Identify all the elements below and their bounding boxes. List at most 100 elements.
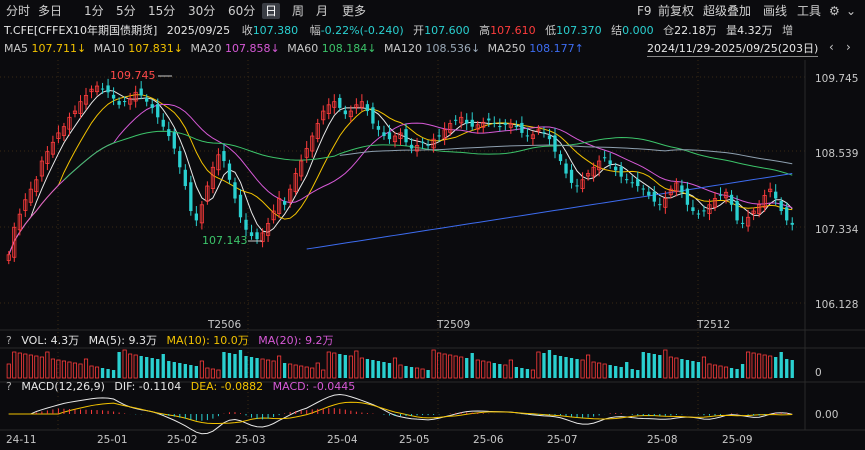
chevron-down-icon[interactable]: ⌄: [846, 4, 857, 18]
tab-intraday[interactable]: 分时: [6, 4, 31, 18]
macd-value: MACD: -0.0445: [272, 380, 356, 393]
volume-bar: [233, 354, 237, 378]
x-tick: 25-04: [327, 434, 358, 446]
volume-bar: [696, 362, 701, 378]
candle-body: [304, 148, 309, 158]
candle-body: [50, 141, 55, 155]
ma5-name: MA5: [4, 42, 29, 55]
x-tick: 25-08: [647, 434, 678, 446]
volume-bar: [205, 367, 210, 379]
candle-body: [718, 194, 723, 196]
settings-gear-icon[interactable]: ⚙: [829, 4, 840, 18]
tab-weekly[interactable]: 周: [292, 4, 305, 18]
candle-body: [299, 160, 304, 177]
candle-body: [636, 179, 640, 187]
volume-bar: [17, 352, 22, 379]
overlay-button[interactable]: 超级叠加: [703, 4, 752, 18]
volume-bar: [238, 350, 243, 378]
volume-bar: [525, 369, 530, 378]
candle-body: [437, 135, 441, 137]
tab-more[interactable]: 更多: [342, 4, 367, 18]
ma250-name: MA250: [487, 42, 526, 55]
volume-bar: [619, 367, 623, 378]
candle-body: [454, 119, 458, 121]
candle-body: [72, 110, 78, 114]
candle-body: [266, 223, 271, 236]
candle-body: [139, 88, 143, 96]
tab-daily[interactable]: 日: [262, 3, 281, 19]
volume-bar: [658, 355, 662, 378]
vol-help-icon[interactable]: ?: [6, 334, 12, 347]
volume-bar: [359, 357, 364, 379]
tools-button[interactable]: 工具: [797, 4, 822, 18]
candle-body: [145, 97, 149, 102]
candle-body: [492, 122, 496, 124]
candle-body: [712, 198, 718, 208]
volume-bar: [530, 369, 535, 379]
tab-15min[interactable]: 15分: [148, 4, 176, 18]
volume-bar: [712, 364, 718, 379]
min-price-label: 107.143: [202, 234, 248, 247]
candle-body: [183, 169, 187, 187]
candle-body: [28, 188, 33, 203]
candle-body: [67, 116, 72, 130]
adjust-button[interactable]: 前复权: [658, 4, 695, 18]
candle-body: [652, 191, 656, 202]
volume-bar: [222, 352, 226, 378]
tab-5min[interactable]: 5分: [116, 4, 136, 18]
candle-body: [470, 119, 474, 127]
change-label: 幅: [309, 24, 321, 37]
candle-body: [746, 216, 751, 227]
volume-bar: [470, 353, 474, 378]
volume-bar: [475, 359, 480, 379]
candle-body: [591, 166, 596, 177]
tab-monthly[interactable]: 月: [316, 4, 329, 18]
candle-body: [553, 135, 557, 152]
contract-label: T2509: [436, 319, 470, 331]
candle-body: [723, 191, 729, 199]
high-value: 107.610: [490, 24, 536, 37]
tab-30min[interactable]: 30分: [188, 4, 216, 18]
volume-bar: [580, 359, 585, 379]
f9-button[interactable]: F9: [637, 4, 652, 18]
candle-body: [189, 182, 193, 212]
x-tick: 25-09: [722, 434, 753, 446]
volume-bar: [145, 357, 149, 378]
candle-body: [768, 188, 773, 193]
tab-1min[interactable]: 1分: [84, 4, 104, 18]
volume-bars: [6, 349, 794, 379]
chevron-right-icon[interactable]: ›: [846, 40, 851, 54]
candle-body: [222, 151, 226, 162]
macd-help-icon[interactable]: ?: [6, 380, 12, 393]
tab-60min[interactable]: 60分: [228, 4, 256, 18]
ma20-line: [8, 103, 793, 255]
candle-body: [216, 154, 221, 171]
volume-bar: [442, 353, 447, 379]
volume-bar: [785, 359, 789, 378]
volume-bar: [520, 368, 524, 378]
volume-bar: [67, 361, 72, 379]
candle-body: [409, 144, 414, 149]
volume-bar: [293, 364, 298, 379]
volume-bar: [431, 349, 436, 379]
volume-bar: [409, 367, 414, 378]
candle-body: [78, 101, 83, 114]
candle-body: [658, 204, 662, 206]
candle-body: [288, 188, 293, 202]
chevron-left-icon[interactable]: ‹: [829, 40, 834, 54]
candle-body: [757, 204, 762, 214]
volume-bar: [597, 362, 602, 379]
volume-bar: [762, 354, 767, 379]
volume-bar: [194, 366, 199, 378]
volume-bar: [216, 369, 221, 379]
candle-body: [614, 166, 618, 171]
volume-bar: [564, 357, 568, 378]
volume-bar: [299, 365, 304, 379]
draw-line-button[interactable]: 画线: [763, 4, 788, 18]
volume-bar: [199, 360, 204, 379]
volume-bar: [100, 368, 105, 378]
ma10-name: MA10: [93, 42, 125, 55]
tab-multi-day[interactable]: 多日: [38, 4, 63, 18]
candle-body: [94, 85, 100, 93]
volume-bar: [636, 370, 640, 378]
